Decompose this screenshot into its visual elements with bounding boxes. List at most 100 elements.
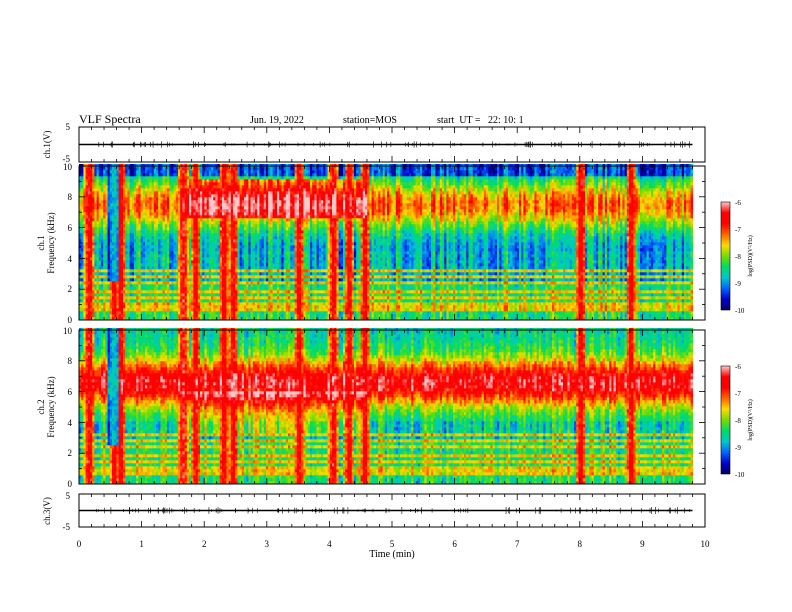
- spectrogram-cell: [270, 263, 273, 267]
- spectrogram-cell: [105, 239, 108, 243]
- spectrogram-cell: [109, 308, 113, 312]
- spectrogram-cell: [98, 224, 102, 228]
- spectrogram-cell: [224, 197, 227, 201]
- spectrogram-cell: [116, 278, 119, 282]
- spectrogram-cell: [222, 305, 225, 309]
- spectrogram-cell: [105, 314, 108, 318]
- spectrogram-cell: [83, 173, 86, 177]
- spectrogram-cell: [105, 308, 108, 312]
- spectrogram-cell: [186, 275, 190, 279]
- spectrogram-cell: [169, 209, 172, 213]
- spectrogram-cell: [241, 236, 245, 240]
- spectrogram-cell: [279, 314, 282, 318]
- spectrogram-cell: [180, 275, 183, 279]
- spectrogram-cell: [272, 212, 276, 216]
- spectrogram-cell: [112, 236, 115, 240]
- spectrogram-cell: [246, 227, 249, 231]
- spectrogram-cell: [252, 269, 256, 273]
- spectrogram-cell: [79, 185, 82, 189]
- spectrogram-cell: [235, 194, 238, 198]
- spectrogram-cell: [213, 200, 216, 204]
- spectrogram-cell: [213, 311, 216, 315]
- spectrogram-cell: [87, 305, 91, 309]
- spectrogram-cell: [160, 224, 163, 228]
- spectrogram-cell: [266, 257, 269, 261]
- spectrogram-cell: [279, 284, 282, 288]
- spectrogram-cell: [248, 305, 251, 309]
- spectrogram-cell: [186, 317, 190, 321]
- spectrogram-cell: [213, 287, 216, 291]
- spectrogram-cell: [277, 317, 280, 321]
- spectrogram-cell: [123, 221, 126, 225]
- spectrogram-cell: [140, 194, 144, 198]
- spectrogram-cell: [191, 251, 194, 255]
- spectrogram-cell: [263, 221, 267, 225]
- spectrogram-cell: [127, 212, 130, 216]
- spectrogram-cell: [217, 302, 221, 306]
- spectrogram-cell: [197, 272, 201, 276]
- spectrogram-cell: [213, 170, 216, 174]
- spectrogram-cell: [186, 311, 190, 315]
- spectrogram-cell: [233, 296, 236, 300]
- spectrogram-cell: [118, 302, 122, 306]
- spectrogram-cell: [270, 278, 273, 282]
- spectrogram-cell: [162, 227, 166, 231]
- spectrogram-cell: [162, 221, 166, 225]
- spectrogram-cell: [140, 176, 144, 180]
- spectrogram-cell: [123, 254, 126, 258]
- spectrogram-cell: [235, 224, 238, 228]
- spectrogram-cell: [151, 206, 155, 210]
- spectrogram-cell: [200, 215, 203, 219]
- spectrogram-cell: [83, 212, 86, 216]
- spectrogram-cell: [105, 209, 108, 213]
- spectrogram-cell: [125, 302, 128, 306]
- spectrogram-cell: [277, 215, 280, 219]
- spectrogram-cell: [257, 296, 260, 300]
- spectrogram-cell: [186, 254, 190, 258]
- spectrogram-cell: [147, 296, 150, 300]
- spectrogram-cell: [200, 206, 203, 210]
- spectrogram-cell: [145, 191, 148, 195]
- spectrogram-cell: [277, 230, 280, 234]
- spectrogram-cell: [259, 233, 262, 237]
- spectrogram-cell: [257, 218, 260, 222]
- spectrogram-cell: [206, 290, 210, 294]
- spectrogram-cell: [81, 272, 84, 276]
- spectrogram-cell: [239, 170, 243, 174]
- spectrogram-cell: [263, 281, 267, 285]
- spectrogram-cell: [85, 203, 89, 207]
- spectrogram-cell: [230, 269, 234, 273]
- spectrogram-cell: [268, 290, 271, 294]
- spectrogram-cell: [206, 167, 210, 171]
- spectrogram-cell: [204, 203, 207, 207]
- spectrogram-cell: [127, 296, 130, 300]
- spectrogram-cell: [153, 263, 157, 267]
- spectrogram-cell: [230, 245, 234, 249]
- spectrogram-cell: [83, 239, 86, 243]
- spectrogram-cell: [222, 278, 225, 282]
- spectrogram-cell: [116, 173, 119, 177]
- spectrogram-cell: [167, 251, 170, 255]
- spectrogram-cell: [259, 239, 262, 243]
- spectrogram-cell: [230, 275, 234, 279]
- spectrogram-cell: [191, 290, 194, 294]
- spectrogram-cell: [164, 215, 168, 219]
- spectrogram-cell: [87, 221, 91, 225]
- spectrogram-cell: [246, 290, 249, 294]
- spectrogram-cell: [204, 227, 207, 231]
- spectrogram-cell: [217, 170, 221, 174]
- spectrogram-cell: [208, 260, 212, 264]
- spectrogram-cell: [136, 245, 139, 249]
- spectrogram-cell: [222, 233, 225, 237]
- spectrogram-cell: [81, 182, 84, 186]
- spectrogram-cell: [167, 245, 170, 249]
- spectrogram-cell: [87, 218, 91, 222]
- spectrogram-cell: [215, 287, 218, 291]
- spectrogram-cell: [109, 275, 113, 279]
- spectrogram-cell: [233, 317, 236, 321]
- spectrogram-cell: [215, 269, 218, 273]
- spectrogram-cell: [186, 200, 190, 204]
- spectrogram-cell: [120, 236, 124, 240]
- spectrogram-cell: [217, 287, 221, 291]
- spectrogram-cell: [270, 191, 273, 195]
